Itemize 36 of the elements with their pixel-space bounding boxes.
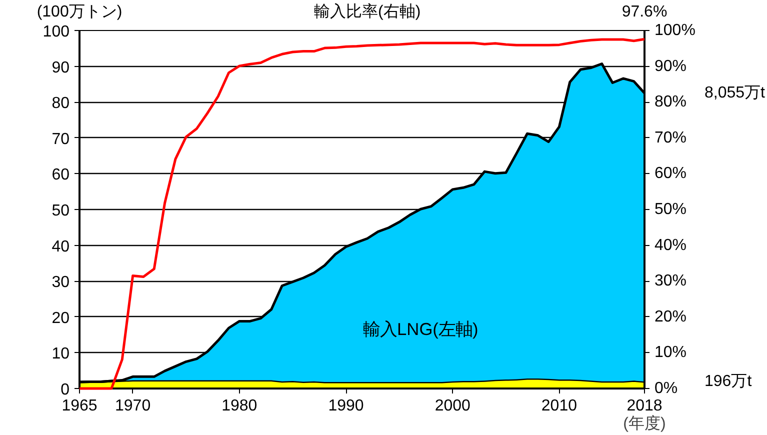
- x-tick-label: 1965: [62, 398, 98, 414]
- y-tick-label: 30: [52, 274, 70, 292]
- y-tick-label: 50: [52, 202, 70, 220]
- x-tick-label: 1980: [222, 398, 258, 414]
- y2-tick-label: 60%: [654, 165, 687, 182]
- y2-tick-label: 70%: [654, 129, 687, 146]
- y2-tick-label: 10%: [654, 344, 687, 362]
- x-tick-label: 1970: [115, 398, 151, 414]
- y-tick-label: 90: [52, 59, 70, 76]
- y2-tick-label: 20%: [654, 308, 687, 326]
- y-tick-label: 40: [52, 238, 70, 256]
- x-tick-label: 2018: [626, 398, 662, 414]
- x-tick-label: 1990: [328, 398, 364, 414]
- data-label: 97.6%: [622, 4, 668, 20]
- text: 196万t: [704, 372, 752, 390]
- y2-tick-label: 50%: [654, 201, 687, 218]
- y-tick-label: 60: [52, 166, 70, 184]
- y-tick-label: 80: [52, 95, 70, 112]
- y2-tick-label: 90%: [654, 58, 687, 75]
- series-label: 輸入比率(右軸): [314, 2, 421, 20]
- y-tick-label: 0: [60, 382, 70, 398]
- y-tick-label: 20: [52, 310, 70, 327]
- series-label: 輸入LNG(左軸): [363, 318, 478, 339]
- x-tick-label: 2010: [541, 398, 578, 414]
- x-axis-title: (年度): [623, 414, 666, 432]
- y-tick-label: 70: [52, 130, 70, 148]
- y-tick-label: 100: [42, 24, 70, 40]
- y2-tick-label: 80%: [654, 94, 687, 111]
- text: 8,055万t: [704, 84, 766, 102]
- y-tick-label: 10: [52, 346, 70, 363]
- y2-tick-label: 30%: [654, 272, 687, 290]
- y2-tick-label: 40%: [654, 236, 687, 254]
- x-tick-label: 2000: [434, 398, 471, 414]
- y-axis-title: (100万トン): [36, 4, 122, 20]
- y2-tick-label: 0%: [654, 380, 678, 397]
- y2-tick-label: 100%: [654, 22, 696, 39]
